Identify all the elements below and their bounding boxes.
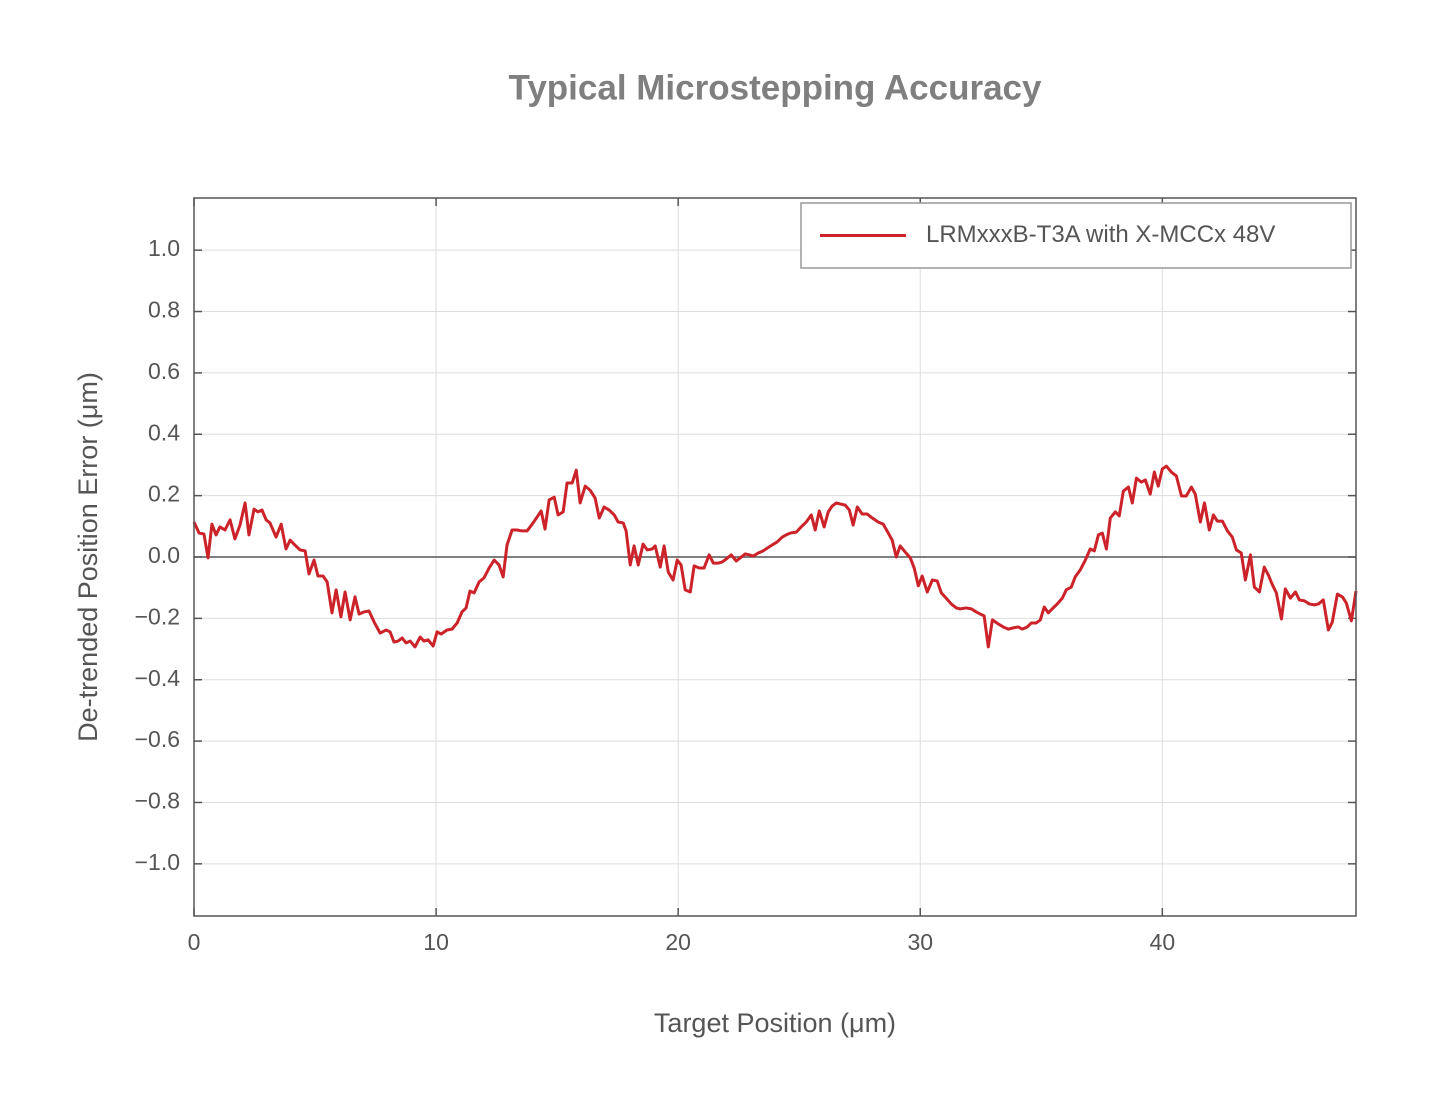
x-tick-label: 40 <box>1150 929 1176 955</box>
y-tick-label: −0.8 <box>135 788 180 814</box>
plot-frame <box>193 197 1357 917</box>
y-tick-label: 0.6 <box>148 358 180 384</box>
x-tick-label: 20 <box>665 929 691 955</box>
y-tick-label: 0.0 <box>148 542 180 568</box>
y-axis-label: De-trended Position Error (μm) <box>73 372 103 742</box>
y-tick-label: −0.6 <box>135 726 180 752</box>
legend-label: LRMxxxB-T3A with X-MCCx 48V <box>926 221 1275 248</box>
x-tick-label: 0 <box>188 929 201 955</box>
x-tick-label: 10 <box>423 929 449 955</box>
y-tick-label: −1.0 <box>135 849 180 875</box>
y-tick-label: −0.2 <box>135 603 180 629</box>
y-tick-label: 0.2 <box>148 481 180 507</box>
y-tick-label: 0.4 <box>148 419 180 445</box>
data-line <box>192 464 1358 649</box>
x-tick-label: 30 <box>907 929 933 955</box>
x-axis-label: Target Position (μm) <box>654 1008 896 1038</box>
y-tick-label: 1.0 <box>148 235 180 261</box>
y-tick-label: 0.8 <box>148 297 180 323</box>
y-tick-label: −0.4 <box>135 665 181 691</box>
legend: LRMxxxB-T3A with X-MCCx 48V <box>800 202 1352 269</box>
chart-title: Typical Microstepping Accuracy <box>509 68 1042 107</box>
